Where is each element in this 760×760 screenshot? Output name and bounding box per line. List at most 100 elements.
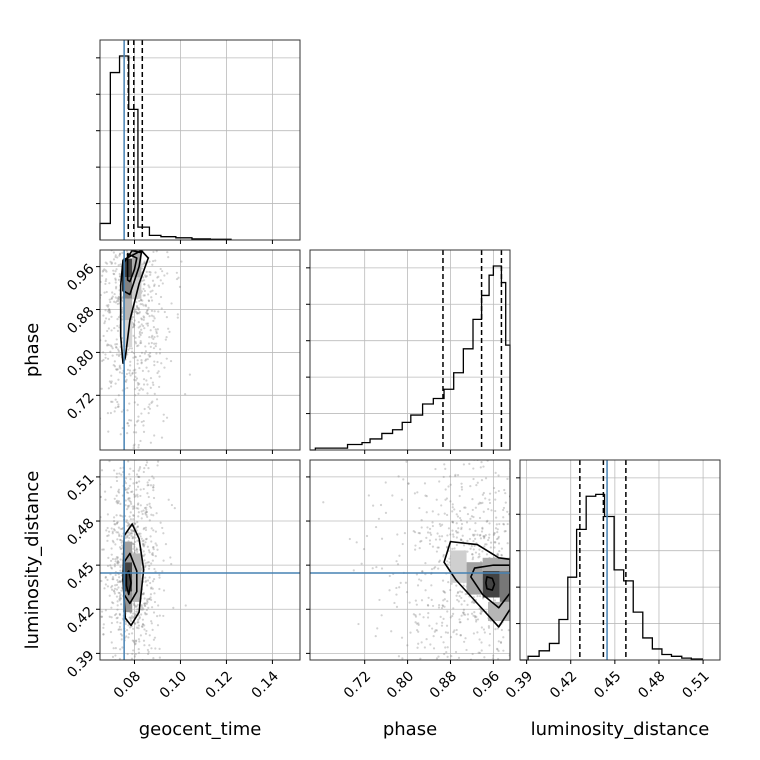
sample-point bbox=[113, 365, 117, 368]
sample-point bbox=[479, 537, 483, 540]
sample-point bbox=[487, 625, 491, 628]
sample-point bbox=[142, 539, 145, 542]
sample-point bbox=[105, 304, 108, 307]
sample-point bbox=[514, 514, 516, 516]
sample-point bbox=[455, 529, 458, 533]
sample-point bbox=[500, 628, 503, 632]
histogram-panel-phase bbox=[306, 249, 511, 454]
sample-point bbox=[134, 379, 137, 382]
sample-point bbox=[144, 305, 148, 308]
sample-point bbox=[436, 532, 439, 535]
sample-point bbox=[152, 383, 155, 387]
sample-point bbox=[140, 328, 143, 331]
sample-point bbox=[516, 562, 518, 564]
sample-point bbox=[526, 446, 528, 448]
sample-point bbox=[132, 547, 135, 550]
density-cell bbox=[122, 277, 133, 299]
sample-point bbox=[109, 411, 112, 415]
sample-point bbox=[147, 483, 150, 487]
sample-point bbox=[149, 429, 151, 431]
sample-point bbox=[478, 555, 481, 558]
sample-point bbox=[376, 627, 379, 630]
sample-point bbox=[435, 498, 438, 501]
sample-point bbox=[147, 412, 150, 415]
sample-point bbox=[157, 310, 160, 313]
sample-point bbox=[87, 237, 89, 239]
sample-point bbox=[131, 529, 134, 532]
sample-point bbox=[634, 563, 636, 565]
sample-point bbox=[115, 514, 118, 517]
sample-point bbox=[128, 515, 131, 518]
sample-point bbox=[465, 521, 469, 524]
sample-point bbox=[134, 639, 138, 642]
sample-point bbox=[150, 401, 153, 405]
sample-point bbox=[458, 494, 461, 498]
sample-point bbox=[102, 548, 105, 551]
sample-point bbox=[104, 214, 106, 216]
sample-point bbox=[497, 640, 500, 643]
sample-point bbox=[380, 537, 384, 540]
sample-point bbox=[453, 508, 456, 511]
sample-point bbox=[112, 528, 116, 531]
sample-point bbox=[152, 496, 156, 500]
sample-point bbox=[103, 488, 105, 490]
sample-point bbox=[141, 369, 145, 373]
sample-point bbox=[476, 533, 479, 536]
sample-point bbox=[137, 511, 140, 514]
x-tick-label: 0.42 bbox=[547, 668, 580, 701]
sample-point bbox=[502, 508, 505, 512]
sample-point bbox=[484, 497, 487, 500]
sample-point bbox=[494, 541, 497, 544]
sample-point bbox=[139, 341, 142, 345]
sample-point bbox=[451, 614, 454, 618]
sample-point bbox=[143, 352, 146, 355]
sample-point bbox=[139, 228, 141, 230]
sample-point bbox=[154, 259, 157, 262]
sample-point bbox=[113, 300, 116, 303]
axes-frame bbox=[309, 249, 511, 451]
sample-point bbox=[124, 488, 127, 491]
sample-point bbox=[473, 611, 476, 614]
sample-point bbox=[420, 697, 422, 699]
sample-point bbox=[497, 554, 500, 557]
sample-point bbox=[138, 617, 141, 620]
sample-point bbox=[355, 541, 358, 544]
sample-point bbox=[155, 352, 158, 355]
sample-point bbox=[115, 595, 119, 598]
sample-point bbox=[131, 532, 134, 535]
sample-point bbox=[527, 558, 529, 560]
sample-point bbox=[104, 353, 107, 356]
sample-point bbox=[138, 312, 141, 315]
sample-point bbox=[475, 620, 478, 623]
sample-point bbox=[421, 570, 424, 573]
sample-point bbox=[468, 662, 470, 664]
sample-point bbox=[348, 537, 351, 541]
sample-point bbox=[125, 508, 129, 511]
sample-point bbox=[117, 586, 120, 589]
sample-point bbox=[129, 364, 132, 367]
sample-point bbox=[129, 511, 132, 514]
sample-point bbox=[471, 553, 474, 556]
sample-point bbox=[132, 352, 136, 355]
sample-point bbox=[502, 522, 505, 526]
sample-point bbox=[114, 654, 117, 657]
sample-point bbox=[494, 498, 497, 501]
x-axis-title-geocent_time: geocent_time bbox=[139, 719, 262, 740]
sample-point bbox=[536, 495, 538, 497]
sample-point bbox=[106, 344, 109, 347]
sample-point bbox=[561, 615, 563, 617]
sample-point bbox=[103, 587, 106, 590]
sample-point bbox=[149, 345, 152, 348]
sample-point bbox=[113, 410, 116, 413]
sample-point bbox=[426, 531, 430, 534]
sample-point bbox=[113, 565, 116, 568]
sample-point bbox=[470, 545, 473, 548]
sample-point bbox=[144, 576, 147, 579]
sample-point bbox=[144, 275, 147, 278]
sample-point bbox=[100, 469, 104, 472]
sample-point bbox=[107, 344, 110, 347]
sample-point bbox=[134, 340, 137, 343]
sample-point bbox=[153, 426, 155, 428]
sample-point bbox=[451, 510, 454, 513]
sample-point bbox=[106, 412, 110, 415]
